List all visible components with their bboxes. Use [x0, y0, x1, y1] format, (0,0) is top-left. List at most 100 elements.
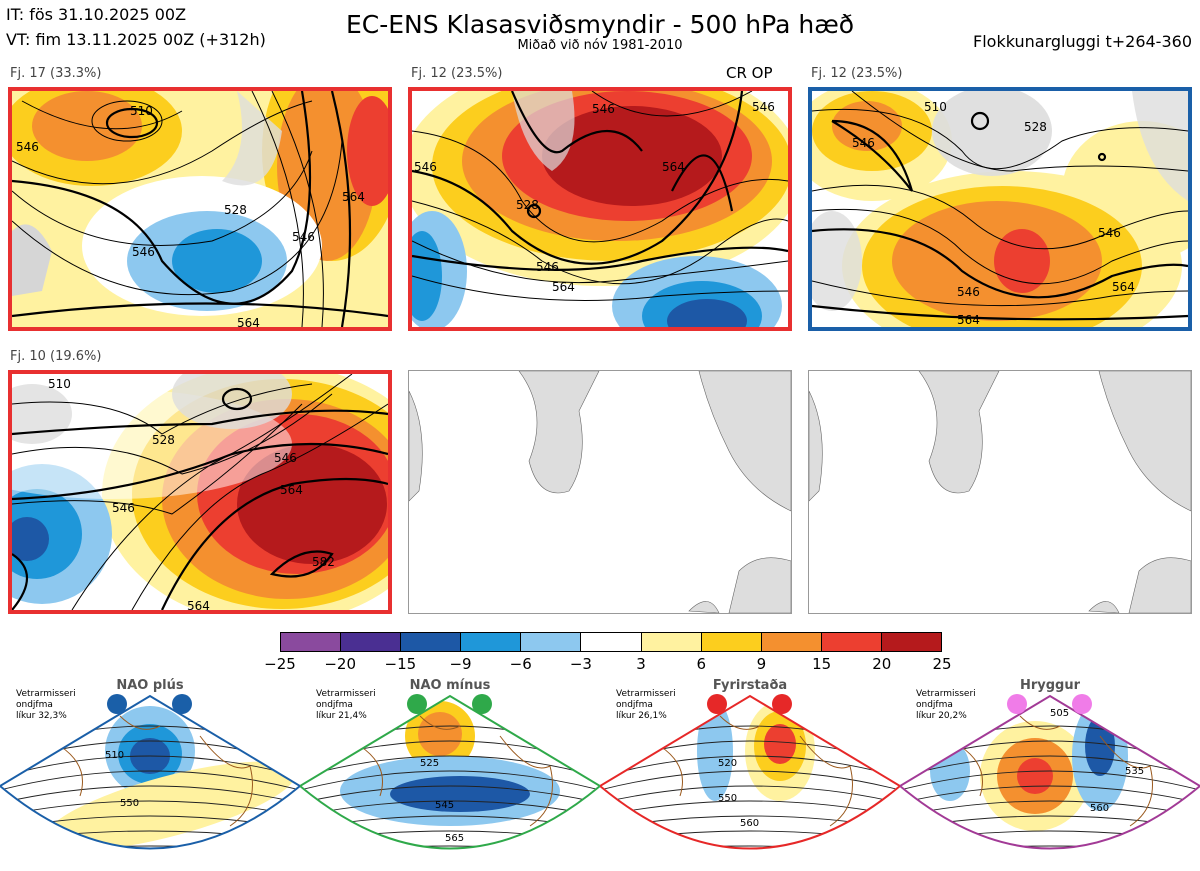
regime-contour-label: 565: [445, 833, 464, 844]
cluster-map-4: 510 528 546 546 564 582 564: [12, 374, 388, 610]
regime-info: Vetrarmisseri ondjfma líkur 32,3%: [16, 689, 96, 722]
regime-contour-label: 545: [435, 800, 454, 811]
initial-time: IT: fös 31.10.2025 00Z: [6, 5, 187, 24]
regime-4: 505 535 560 Hryggur Vetrarmisseri ondjfma líku…: [900, 676, 1200, 871]
panel-3-contour-label-4: 546: [957, 285, 980, 299]
regime-info-line: ondjfma: [316, 700, 353, 710]
regime-contour-label: 520: [718, 758, 737, 769]
panel-3-contour-label-1: 510: [924, 100, 947, 114]
cluster-map-1: 510 528 546 546 564 546 564: [12, 91, 388, 327]
regime-info-line: Vetrarmisseri: [916, 689, 976, 699]
regime-info-line: líkur 21,4%: [316, 711, 367, 721]
colorbar-swatch: [701, 633, 762, 651]
panel-3-label: Fj. 12 (23.5%): [811, 66, 903, 81]
panel-2-contour-label-2: 546: [414, 160, 437, 174]
valid-time: VT: fim 13.11.2025 00Z (+312h): [6, 30, 266, 49]
panel-4-contour-label-2: 528: [152, 433, 175, 447]
regime-map: 525 545 565: [300, 694, 600, 850]
cluster-panel-4: 510 528 546 546 564 582 564: [8, 370, 392, 614]
regime-2: 525 545 565 NAO mínus Vetrarmisseri ondjfma lí…: [300, 676, 600, 871]
cluster-panel-5: [408, 370, 792, 614]
regime-marker-dot: [107, 694, 127, 714]
panel-1-contour-label-5: 564: [342, 190, 365, 204]
regime-info-line: Vetrarmisseri: [316, 689, 376, 699]
regime-contour-label: 550: [120, 798, 139, 809]
page-title: EC-ENS Klasasviðsmyndir - 500 hPa hæð: [345, 10, 855, 39]
regime-name: NAO mínus: [409, 678, 491, 693]
panel-4-contour-label-5: 564: [280, 483, 303, 497]
regime-3: 520 550 560 Fyrirstaða Vetrarmisseri ondjfma l…: [600, 676, 900, 871]
panel-1-contour-label-6: 546: [292, 230, 315, 244]
colorbar-tick-label: −3: [569, 655, 592, 673]
regime-contour-label: 505: [1050, 708, 1069, 719]
panel-3-contour-label-5: 564: [1112, 280, 1135, 294]
regime-name: NAO plús: [116, 678, 184, 693]
panel-2-contour-label-5: 564: [662, 160, 685, 174]
panel-4-contour-label-4: 546: [274, 451, 297, 465]
regime-contour-label: 535: [1125, 766, 1144, 777]
colorbar: [280, 632, 942, 652]
panel-4-contour-label-7: 564: [187, 599, 210, 610]
cluster-panel-2: 546 546 528 546 564 564 546: [408, 87, 792, 331]
regime-contour-label: 525: [420, 758, 439, 769]
regime-info-line: ondjfma: [916, 700, 953, 710]
regime-info: Vetrarmisseri ondjfma líkur 20,2%: [916, 689, 996, 722]
classification-window: Flokkunargluggi t+264-360: [973, 32, 1192, 51]
panel-4-label: Fj. 10 (19.6%): [10, 349, 102, 364]
regime-marker-dot: [472, 694, 492, 714]
colorbar-swatch: [401, 633, 462, 651]
colorbar-swatch: [521, 633, 582, 651]
colorbar-tick-label: 6: [696, 655, 707, 673]
regime-marker-dot: [1007, 694, 1027, 714]
colorbar-tick-label: −6: [509, 655, 532, 673]
regime-name: Hryggur: [1019, 678, 1081, 693]
panel-3-contour-label-6: 564: [957, 313, 980, 327]
regime-map: 505 535 560: [900, 694, 1200, 850]
cluster-panel-1: 510 528 546 546 564 546 564: [8, 87, 392, 331]
regime-info-line: ondjfma: [616, 700, 653, 710]
regime-marker-dot: [1072, 694, 1092, 714]
empty-map-5: [409, 371, 791, 613]
colorbar-swatch: [821, 633, 882, 651]
panel-2-contour-label-4: 546: [536, 260, 559, 274]
regime-info-line: ondjfma: [16, 700, 53, 710]
panel-3-contour-label-7: 546: [1098, 226, 1121, 240]
regime-info: Vetrarmisseri ondjfma líkur 21,4%: [316, 689, 396, 722]
panel-4-contour-label-1: 510: [48, 377, 71, 391]
colorbar-ticks: −25 −20 −15 −9 −6 −3 3 6 9 15 20 25: [264, 655, 951, 675]
colorbar-swatch: [341, 633, 402, 651]
regime-info-line: líkur 26,1%: [616, 711, 667, 721]
panel-1-label: Fj. 17 (33.3%): [10, 66, 102, 81]
cluster-map-3: 510 528 546 546 564 564 546: [812, 91, 1188, 327]
regime-contour-label: 560: [740, 818, 759, 829]
panel-2-cr-op: CR OP: [726, 64, 773, 82]
panel-2-contour-label-7: 546: [752, 100, 775, 114]
cluster-panel-6: [808, 370, 1192, 614]
colorbar-swatch: [461, 633, 522, 651]
colorbar-tick-label: 20: [872, 655, 892, 673]
regime-info-line: Vetrarmisseri: [616, 689, 676, 699]
regime-map: 520 550 560: [600, 694, 900, 850]
panel-2-contour-label-1: 546: [592, 102, 615, 116]
colorbar-swatch: [641, 633, 702, 651]
regime-contour-label: 560: [1090, 803, 1109, 814]
panel-2-contour-label-6: 564: [552, 280, 575, 294]
colorbar-tick-label: 9: [756, 655, 767, 673]
regime-info-line: líkur 32,3%: [16, 711, 67, 721]
panel-2-contour-label-3: 528: [516, 198, 539, 212]
cluster-map-2: 546 546 528 546 564 564 546: [412, 91, 788, 327]
colorbar-tick-label: −25: [264, 655, 296, 673]
regime-map: 510 550: [0, 694, 300, 850]
colorbar-tick-label: 15: [812, 655, 832, 673]
colorbar-swatch: [761, 633, 822, 651]
regime-contour-label: 550: [718, 793, 737, 804]
regime-info-line: Vetrarmisseri: [16, 689, 76, 699]
regime-contour-label: 510: [105, 750, 124, 761]
empty-map-6: [809, 371, 1191, 613]
colorbar-tick-label: −20: [324, 655, 356, 673]
cluster-panel-3: 510 528 546 546 564 564 546: [808, 87, 1192, 331]
regime-info-line: líkur 20,2%: [916, 711, 967, 721]
regime-marker-dot: [172, 694, 192, 714]
colorbar-tick-label: −9: [449, 655, 472, 673]
colorbar-tick-label: 25: [932, 655, 952, 673]
